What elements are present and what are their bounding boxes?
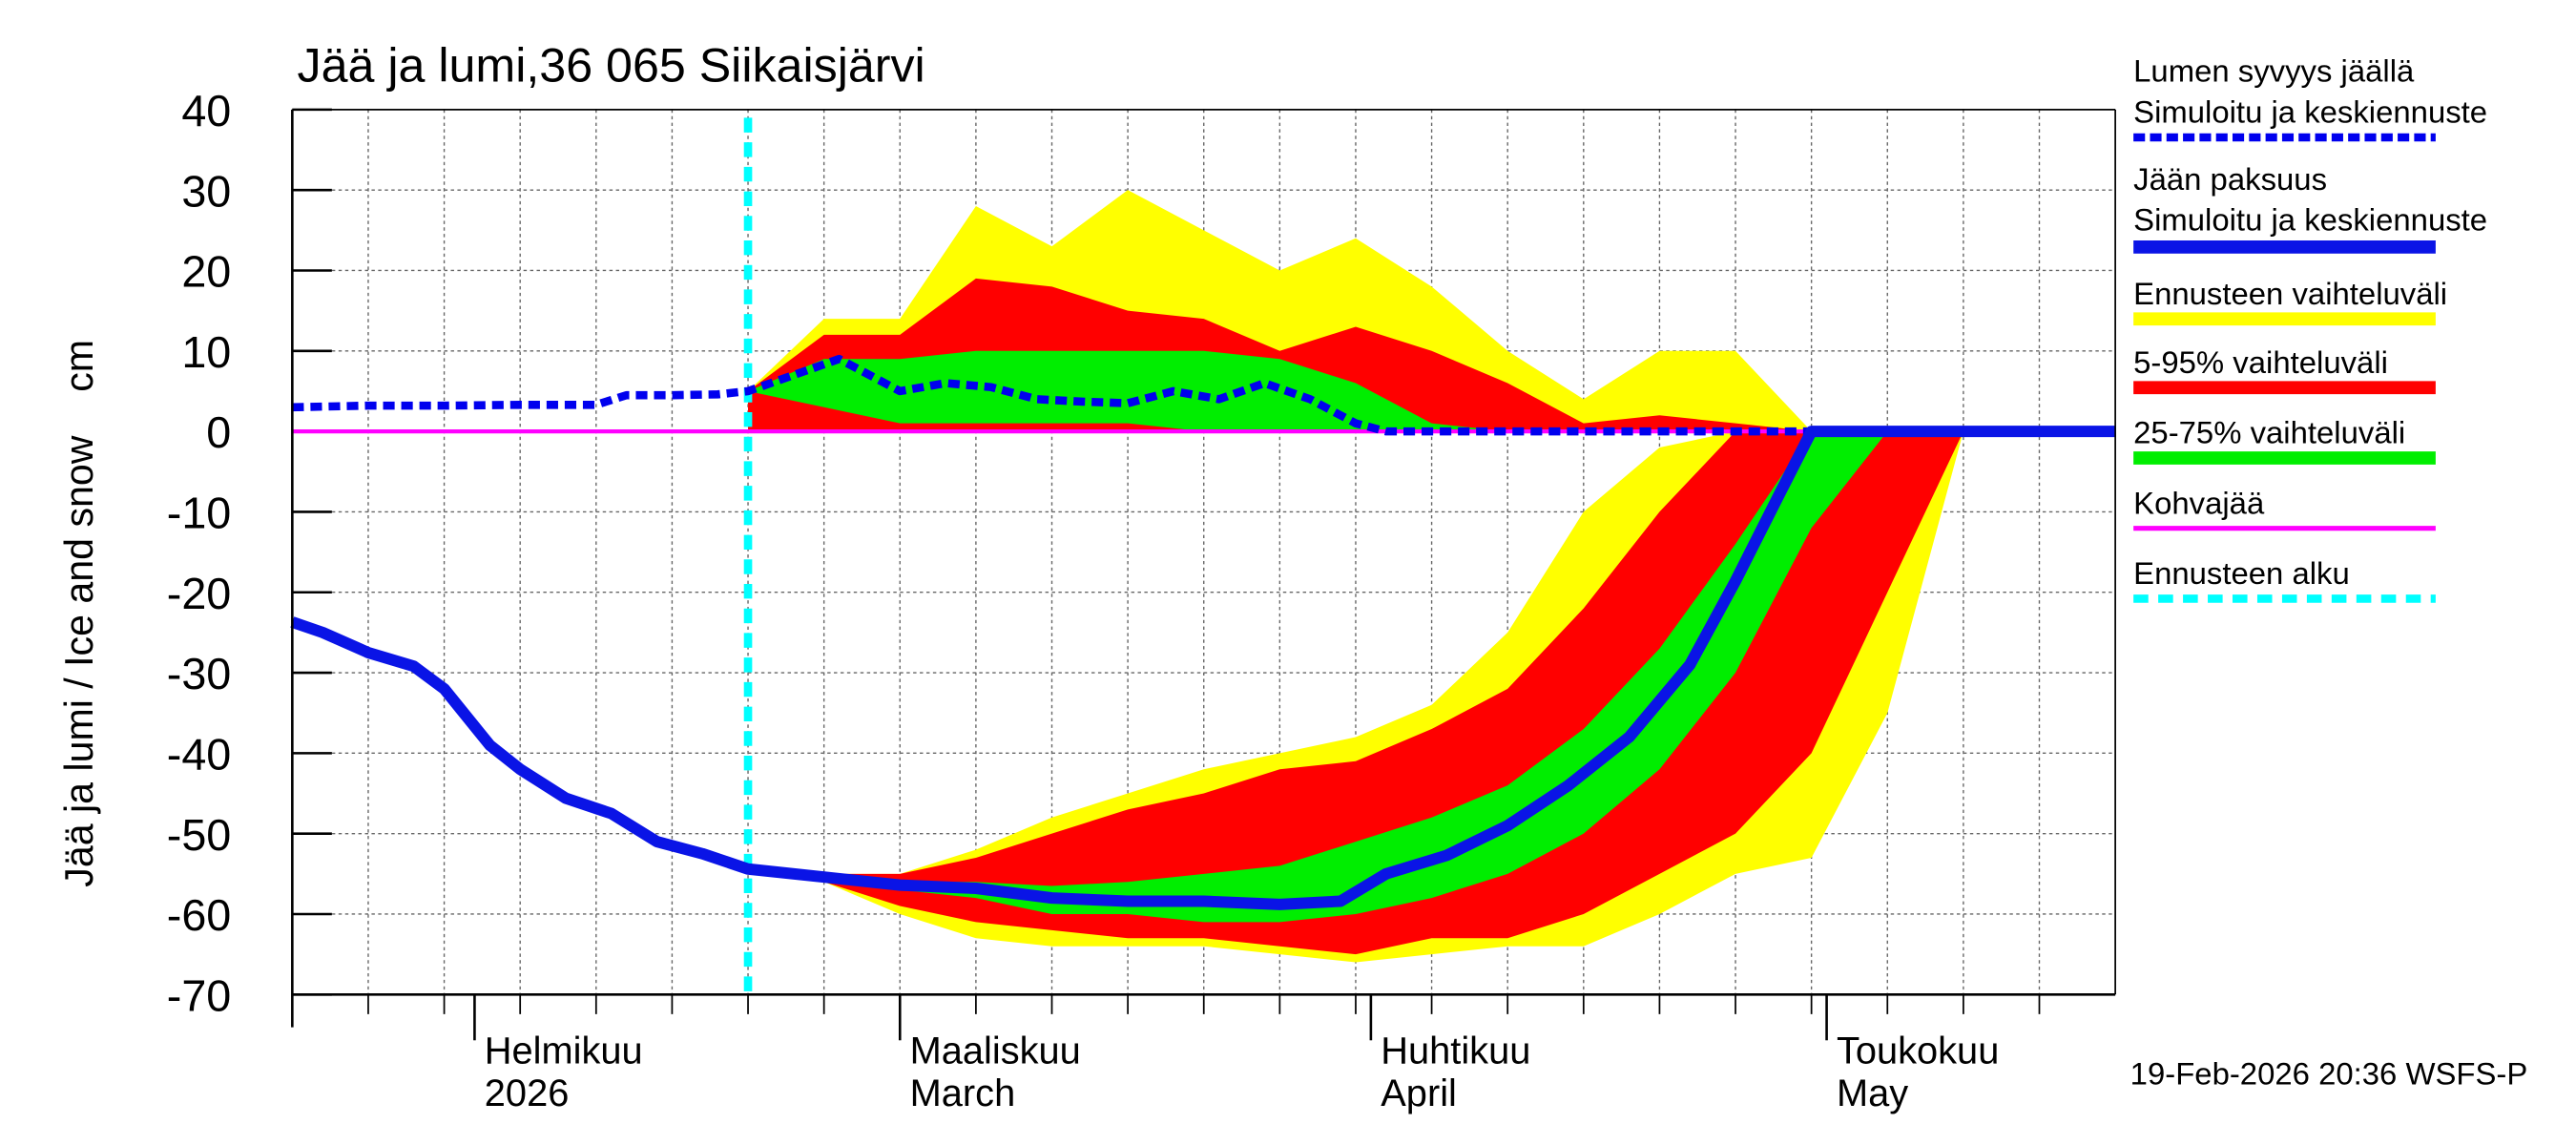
- y-tick-label: 0: [206, 407, 231, 457]
- y-tick-label: -60: [167, 890, 232, 940]
- legend-label: Ennusteen alku: [2133, 555, 2350, 591]
- x-tick-label: Maaliskuu March: [910, 1030, 1081, 1114]
- legend-label: 25-75% vaihteluväli: [2133, 415, 2405, 450]
- y-tick-label: -30: [167, 649, 232, 698]
- x-tick-label: Helmikuu 2026: [485, 1030, 643, 1114]
- y-tick-label: 20: [181, 247, 231, 297]
- legend-label: Jään paksuus Simuloitu ja keskiennuste: [2133, 161, 2487, 238]
- legend-label: 5-95% vaihteluväli: [2133, 344, 2388, 380]
- chart-title: Jää ja lumi,36 065 Siikaisjärvi: [298, 39, 925, 93]
- x-tick-label: Huhtikuu April: [1381, 1030, 1530, 1114]
- y-tick-label: 30: [181, 167, 231, 217]
- legend-label: Kohvajää: [2133, 485, 2265, 520]
- legend-label: Ennusteen vaihteluväli: [2133, 276, 2447, 311]
- footer: 19-Feb-2026 20:36 WSFS-P: [2130, 1056, 2528, 1092]
- band-area: [748, 350, 1963, 432]
- y-tick-label: 40: [181, 86, 231, 135]
- y-tick-label: -50: [167, 810, 232, 860]
- y-tick-label: -10: [167, 489, 232, 538]
- legend-label: Lumen syvyys jäällä Simuloitu ja keskienn…: [2133, 53, 2487, 130]
- y-axis-label: Jää ja lumi / Ice and snow cm: [57, 340, 101, 887]
- x-tick-label: Toukokuu May: [1837, 1030, 1999, 1114]
- y-tick-label: 10: [181, 327, 231, 377]
- band-area: [748, 431, 1963, 923]
- y-tick-label: -40: [167, 730, 232, 780]
- series-line: [292, 354, 2116, 436]
- y-tick-label: -70: [167, 971, 232, 1021]
- series-line: [290, 426, 2116, 910]
- y-tick-label: -20: [167, 569, 232, 618]
- band-area: [748, 431, 1963, 955]
